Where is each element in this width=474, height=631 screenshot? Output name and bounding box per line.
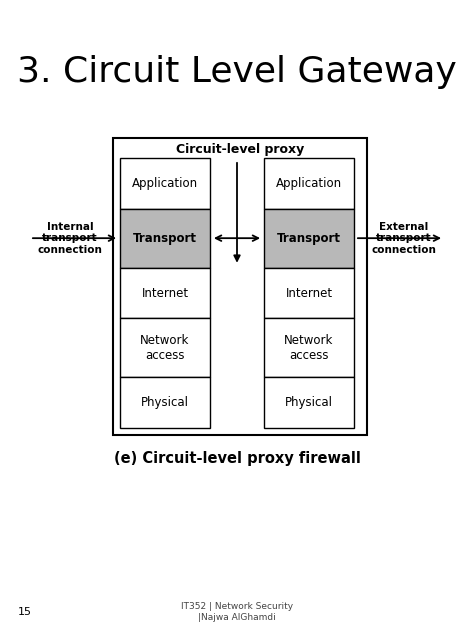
Text: IT352 | Network Security
|Najwa AlGhamdi: IT352 | Network Security |Najwa AlGhamdi — [181, 603, 293, 622]
Text: Physical: Physical — [285, 396, 333, 409]
Text: Application: Application — [132, 177, 198, 190]
Text: Internal
transport
connection: Internal transport connection — [37, 221, 102, 255]
Bar — [120, 158, 210, 209]
Text: Internet: Internet — [285, 286, 333, 300]
Text: Internet: Internet — [141, 286, 189, 300]
Text: Circuit-level proxy: Circuit-level proxy — [176, 143, 304, 156]
Bar — [120, 319, 210, 377]
Text: External
transport
connection: External transport connection — [372, 221, 437, 255]
Text: 3. Circuit Level Gateway: 3. Circuit Level Gateway — [17, 55, 457, 89]
Bar — [264, 158, 354, 209]
Text: Physical: Physical — [141, 396, 189, 409]
Text: Network
access: Network access — [140, 334, 190, 362]
Text: Application: Application — [276, 177, 342, 190]
Bar — [120, 377, 210, 428]
Text: 15: 15 — [18, 607, 32, 617]
Bar — [120, 209, 210, 268]
Bar — [264, 377, 354, 428]
Bar — [264, 268, 354, 319]
Bar — [264, 209, 354, 268]
Text: (e) Circuit-level proxy firewall: (e) Circuit-level proxy firewall — [114, 451, 360, 466]
Bar — [264, 319, 354, 377]
Bar — [120, 268, 210, 319]
Bar — [113, 138, 367, 435]
Text: Network
access: Network access — [284, 334, 334, 362]
Text: Transport: Transport — [277, 232, 341, 245]
Text: Transport: Transport — [133, 232, 197, 245]
